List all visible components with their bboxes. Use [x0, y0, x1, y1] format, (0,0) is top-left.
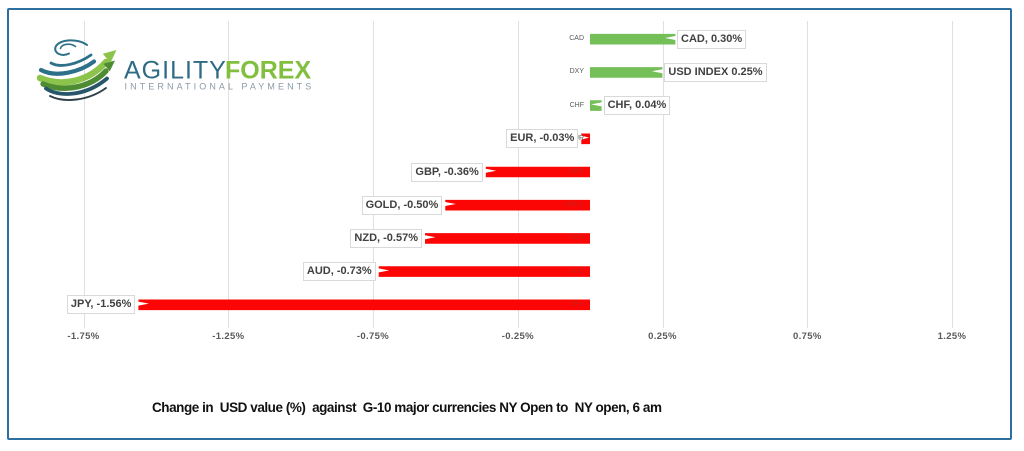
- svg-text:AGILITY: AGILITY: [124, 57, 227, 85]
- svg-text:INTERNATIONAL PAYMENTS: INTERNATIONAL PAYMENTS: [125, 82, 315, 92]
- svg-text:FOREX: FOREX: [225, 57, 311, 85]
